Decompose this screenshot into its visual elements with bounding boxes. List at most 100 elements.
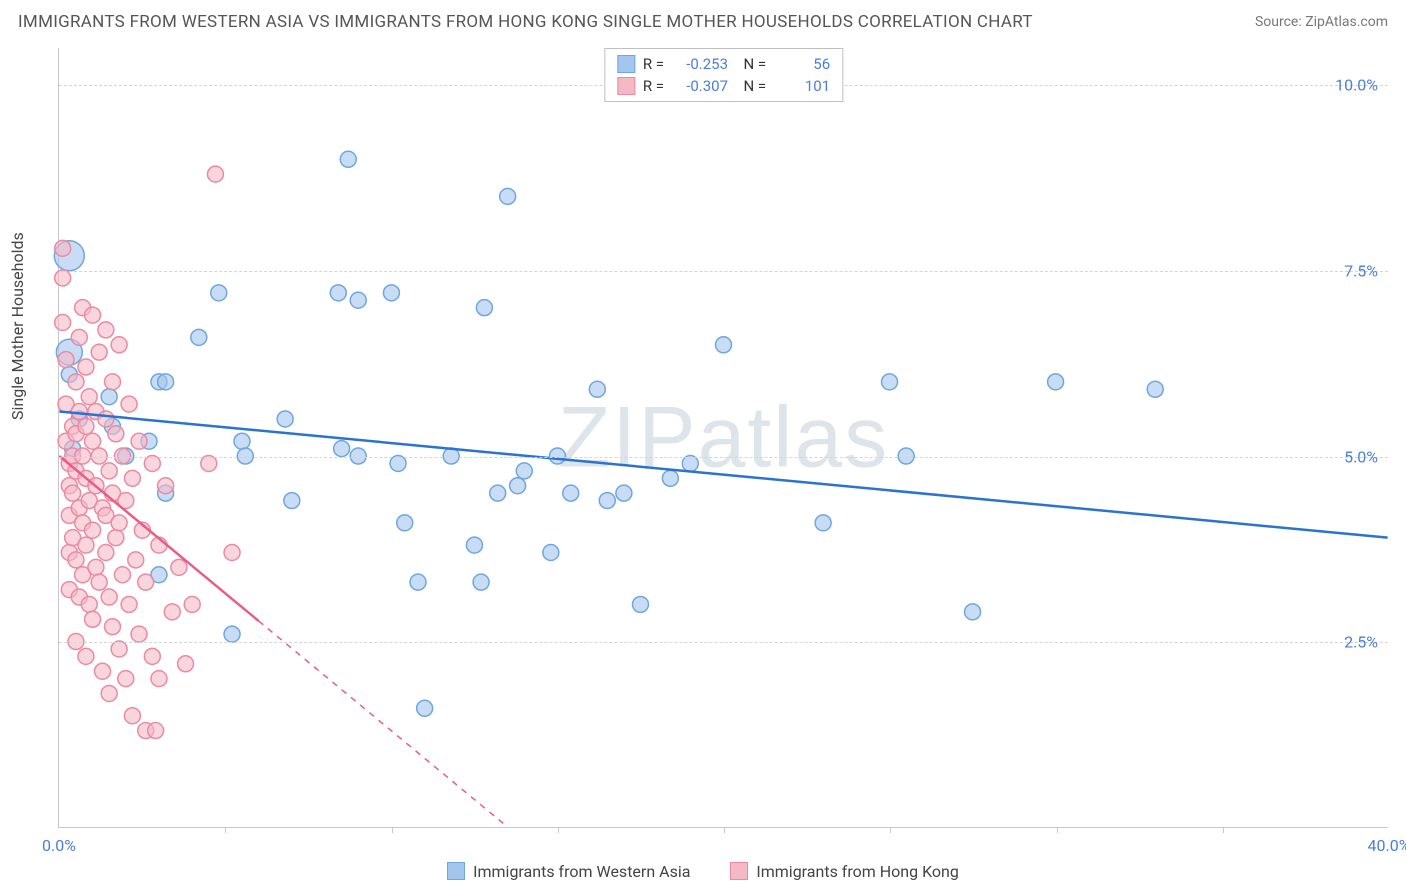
legend-stats-row: R = -0.253 N = 56 [617, 53, 830, 75]
scatter-point [473, 574, 489, 590]
scatter-point [124, 708, 140, 724]
x-tick [225, 827, 226, 833]
scatter-point [128, 552, 144, 568]
scatter-point [158, 478, 174, 494]
scatter-point [65, 485, 81, 501]
scatter-point [178, 656, 194, 672]
scatter-point [55, 270, 71, 286]
scatter-point [91, 574, 107, 590]
legend-item: Immigrants from Hong Kong [730, 862, 958, 881]
scatter-point [68, 552, 84, 568]
scatter-point [111, 337, 127, 353]
scatter-point [158, 374, 174, 390]
stat-r-value: -0.253 [672, 55, 728, 73]
scatter-point [144, 455, 160, 471]
scatter-point [616, 485, 632, 501]
scatter-point [476, 300, 492, 316]
source-attribution: Source: ZipAtlas.com [1255, 14, 1388, 30]
scatter-point [211, 285, 227, 301]
trend-line [59, 412, 1387, 538]
x-tick-label: 0.0% [42, 836, 76, 855]
stat-n-value: 101 [774, 77, 830, 95]
chart-svg [59, 48, 1388, 827]
scatter-point [124, 470, 140, 486]
scatter-point [340, 151, 356, 167]
scatter-point [815, 515, 831, 531]
chart-title: IMMIGRANTS FROM WESTERN ASIA VS IMMIGRAN… [18, 12, 1033, 32]
scatter-point [1048, 374, 1064, 390]
scatter-point [95, 663, 111, 679]
x-tick [392, 827, 393, 833]
scatter-point [148, 723, 164, 739]
scatter-point [101, 463, 117, 479]
y-tick-label: 7.5% [1344, 261, 1378, 280]
scatter-point [78, 537, 94, 553]
scatter-point [88, 559, 104, 575]
scatter-point [207, 166, 223, 182]
stat-n-value: 56 [774, 55, 830, 73]
scatter-point [85, 522, 101, 538]
scatter-point [91, 344, 107, 360]
scatter-point [78, 648, 94, 664]
scatter-point [417, 700, 433, 716]
scatter-point [98, 411, 114, 427]
scatter-point [98, 322, 114, 338]
gridline [59, 642, 1388, 643]
legend-stats-box: R = -0.253 N = 56 R = -0.307 N = 101 [604, 48, 843, 102]
scatter-point [78, 418, 94, 434]
stat-key: N = [736, 55, 766, 73]
scatter-point [98, 545, 114, 561]
scatter-point [500, 188, 516, 204]
scatter-point [101, 685, 117, 701]
scatter-point [144, 648, 160, 664]
scatter-point [111, 641, 127, 657]
scatter-point [201, 455, 217, 471]
scatter-point [543, 545, 559, 561]
swatch-icon [617, 55, 635, 73]
stat-key: R = [643, 77, 664, 95]
scatter-point [108, 426, 124, 442]
scatter-point [121, 396, 137, 412]
scatter-point [516, 463, 532, 479]
stat-r-value: -0.307 [672, 77, 728, 95]
scatter-point [234, 433, 250, 449]
scatter-point [466, 537, 482, 553]
plot-area: ZIPatlas R = -0.253 N = 56 R = -0.307 N … [58, 48, 1388, 828]
y-axis-label: Single Mother Households [8, 232, 27, 420]
scatter-point [58, 352, 74, 368]
x-tick [724, 827, 725, 833]
scatter-point [490, 485, 506, 501]
scatter-point [104, 619, 120, 635]
gridline [59, 271, 1388, 272]
scatter-point [662, 470, 678, 486]
legend-stats-row: R = -0.307 N = 101 [617, 75, 830, 97]
scatter-point [101, 389, 117, 405]
swatch-icon [730, 862, 748, 880]
x-tick [1057, 827, 1058, 833]
scatter-point [131, 626, 147, 642]
scatter-point [410, 574, 426, 590]
legend-label: Immigrants from Western Asia [473, 862, 690, 881]
scatter-point [85, 307, 101, 323]
scatter-point [55, 240, 71, 256]
scatter-point [138, 574, 154, 590]
scatter-point [563, 485, 579, 501]
swatch-icon [617, 77, 635, 95]
scatter-point [716, 337, 732, 353]
scatter-point [171, 559, 187, 575]
scatter-point [151, 671, 167, 687]
scatter-point [81, 389, 97, 405]
scatter-point [184, 596, 200, 612]
scatter-point [224, 626, 240, 642]
source-value: ZipAtlas.com [1305, 14, 1388, 30]
scatter-point [589, 381, 605, 397]
legend-item: Immigrants from Western Asia [447, 862, 690, 881]
scatter-point [599, 493, 615, 509]
scatter-point [85, 611, 101, 627]
scatter-point [114, 567, 130, 583]
scatter-point [78, 359, 94, 375]
scatter-point [330, 285, 346, 301]
scatter-point [277, 411, 293, 427]
scatter-point [191, 329, 207, 345]
scatter-point [108, 530, 124, 546]
